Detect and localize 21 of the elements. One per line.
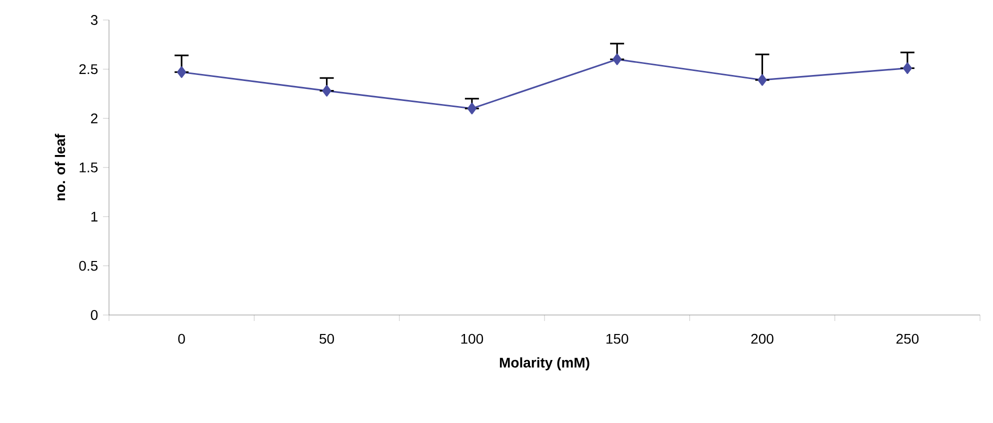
y-tick-label: 0 (90, 310, 98, 320)
x-tick-label: 150 (606, 334, 628, 344)
y-tick-label: 0.5 (79, 260, 98, 271)
point (177, 66, 186, 78)
y-tick-label: 1 (91, 212, 98, 222)
point (758, 74, 767, 86)
x-tick-label: 200 (751, 334, 774, 344)
y-tick-label: 2.5 (79, 64, 98, 74)
point (467, 102, 476, 114)
point (902, 62, 912, 74)
x-tick-label: 50 (320, 334, 334, 344)
y-tick-label: 1.5 (80, 162, 98, 172)
x-tick-label: 250 (896, 334, 919, 344)
y-axis-title: no. of leaf (54, 134, 66, 200)
x-axis-title: Molarity (mM) (500, 357, 590, 370)
point (612, 54, 622, 66)
y-tick-label: 3 (90, 15, 98, 25)
x-tick-label: 100 (461, 334, 484, 344)
x-tick-label: 0 (178, 334, 185, 344)
y-tick-label: 2 (91, 113, 98, 124)
point (322, 84, 332, 97)
